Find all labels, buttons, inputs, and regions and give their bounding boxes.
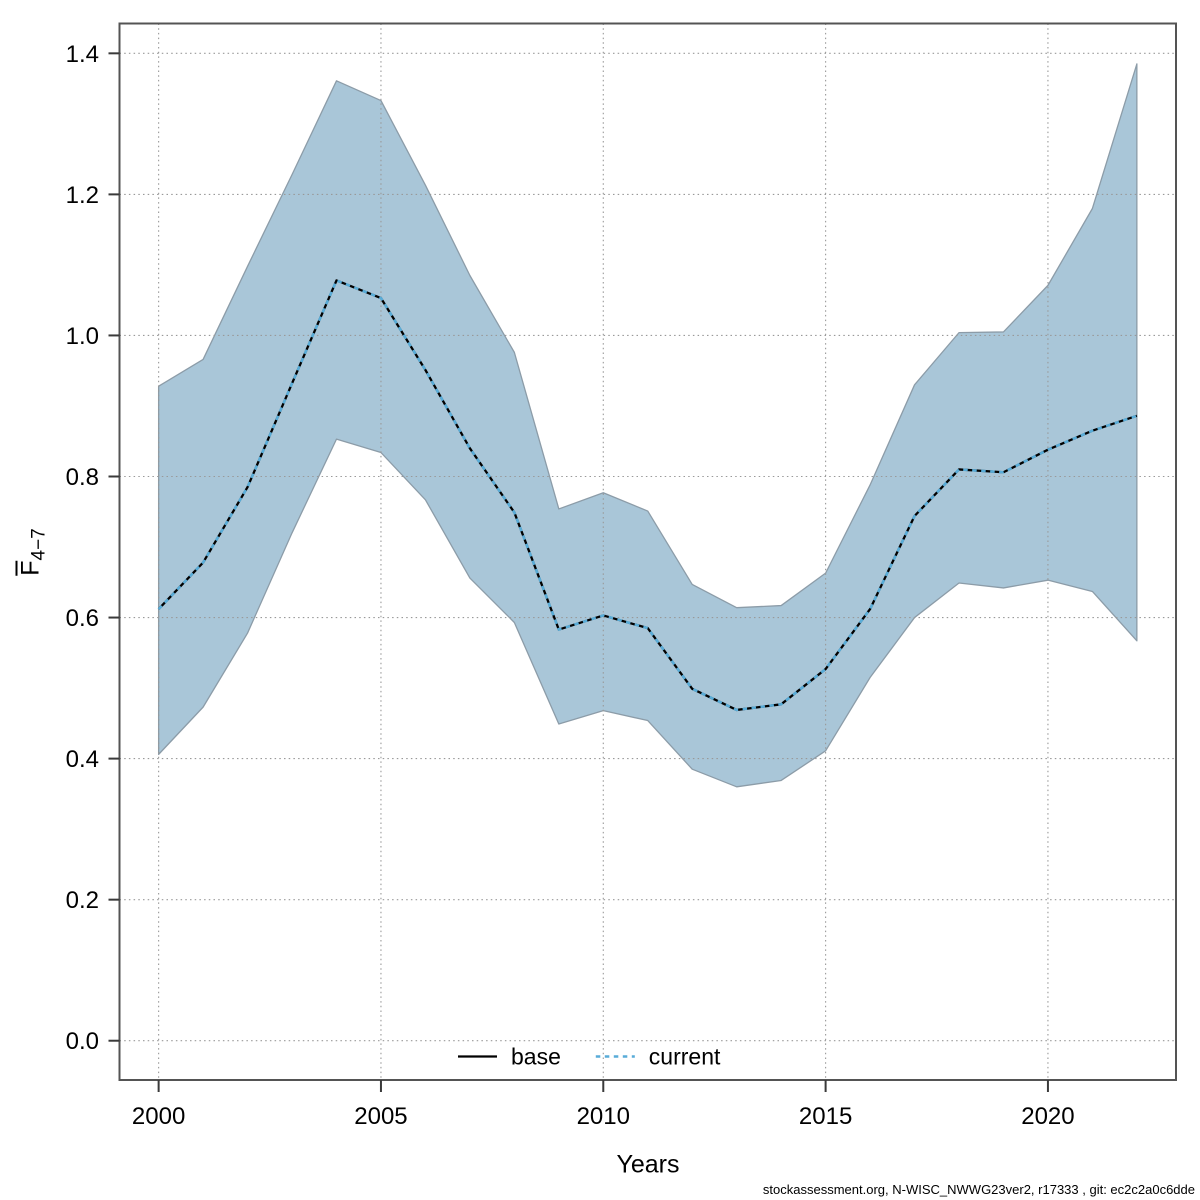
y-tick-label: 1.2 xyxy=(66,182,99,209)
y-axis-label: F4−7 xyxy=(15,528,51,576)
y-tick-label: 0.8 xyxy=(66,464,99,491)
x-tick-label: 2020 xyxy=(1021,1103,1074,1130)
legend-label-current: current xyxy=(649,1044,721,1070)
y-tick-label: 0.4 xyxy=(66,746,99,773)
x-tick-label: 2015 xyxy=(799,1103,852,1130)
y-tick-label: 0.0 xyxy=(66,1028,99,1055)
x-tick-label: 2000 xyxy=(132,1103,185,1130)
confidence-band xyxy=(157,63,1138,788)
y-tick-label: 0.6 xyxy=(66,605,99,632)
watermark-text: stockassessment.org, N-WISC_NWWG23ver2, … xyxy=(762,1182,1195,1197)
x-tick-label: 2005 xyxy=(354,1103,407,1130)
x-axis-label: Years xyxy=(616,1150,680,1179)
y-tick-label: 1.4 xyxy=(66,41,99,68)
series-line-current xyxy=(157,279,1138,712)
plot-frame xyxy=(118,22,1177,1081)
y-tick-label: 1.0 xyxy=(66,323,99,350)
legend-label-base: base xyxy=(511,1044,561,1070)
x-tick-label: 2010 xyxy=(577,1103,630,1130)
y-tick-label: 0.2 xyxy=(66,887,99,914)
y-axis-label-main: F xyxy=(15,560,45,576)
y-axis-label-subscript: 4−7 xyxy=(28,528,50,561)
